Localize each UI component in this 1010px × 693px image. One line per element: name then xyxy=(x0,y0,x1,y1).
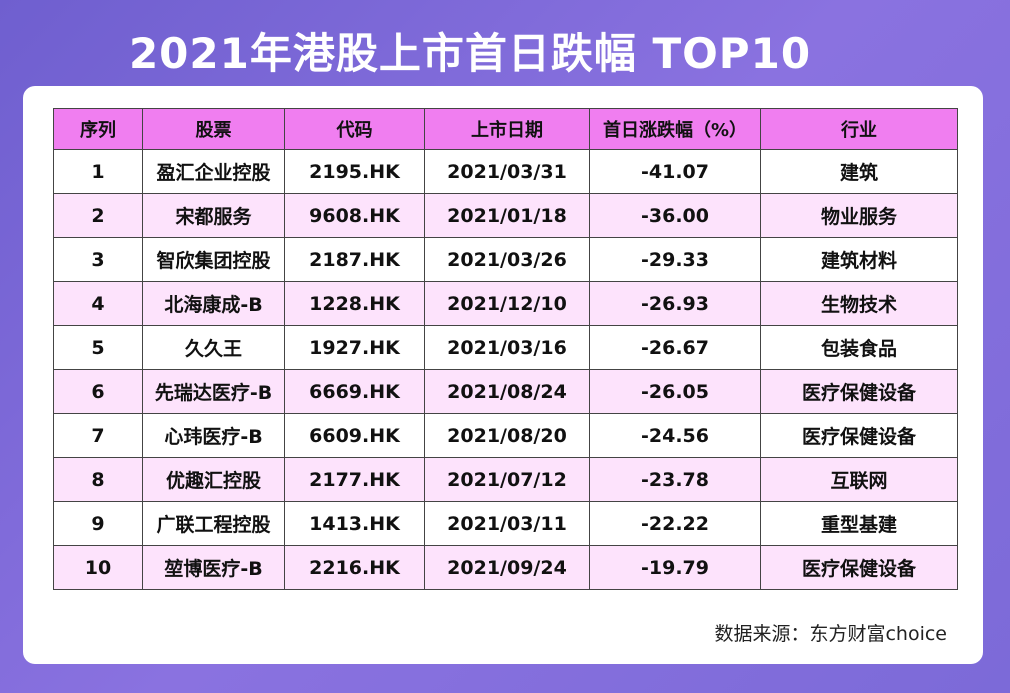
ranking-table: 序列 股票 代码 上市日期 首日涨跌幅（%） 行业 1 盈汇企业控股 2195.HK 2021/… xyxy=(53,108,958,590)
table-cell: 宋都服务 xyxy=(142,193,285,238)
table-cell: 1413.HK xyxy=(284,501,425,546)
column-header: 股票 xyxy=(142,108,285,150)
table-cell: 优趣汇控股 xyxy=(142,457,285,502)
table-cell: 堃博医疗-B xyxy=(142,545,285,590)
table-cell: 广联工程控股 xyxy=(142,501,285,546)
table-cell: 盈汇企业控股 xyxy=(142,149,285,194)
table-cell: 2021/03/11 xyxy=(424,501,590,546)
table-cell: -26.93 xyxy=(589,281,761,326)
table-cell: 1927.HK xyxy=(284,325,425,370)
table-cell: 智欣集团控股 xyxy=(142,237,285,282)
table-cell: -26.05 xyxy=(589,369,761,414)
table-row: 5 久久王 1927.HK 2021/03/16 -26.67 包装食品 xyxy=(53,325,958,370)
table-cell: 2021/01/18 xyxy=(424,193,590,238)
table-cell: -23.78 xyxy=(589,457,761,502)
column-header: 行业 xyxy=(760,108,958,150)
column-header: 序列 xyxy=(53,108,143,150)
table-cell: 5 xyxy=(53,325,143,370)
table-cell: 医疗保健设备 xyxy=(760,413,958,458)
table-cell: 7 xyxy=(53,413,143,458)
table-row: 9 广联工程控股 1413.HK 2021/03/11 -22.22 重型基建 xyxy=(53,501,958,546)
table-cell: 6 xyxy=(53,369,143,414)
table-cell: 2187.HK xyxy=(284,237,425,282)
table-row: 2 宋都服务 9608.HK 2021/01/18 -36.00 物业服务 xyxy=(53,193,958,238)
table-row: 1 盈汇企业控股 2195.HK 2021/03/31 -41.07 建筑 xyxy=(53,149,958,194)
table-cell: 2021/03/16 xyxy=(424,325,590,370)
table-cell: -19.79 xyxy=(589,545,761,590)
table-cell: 北海康成-B xyxy=(142,281,285,326)
table-cell: 医疗保健设备 xyxy=(760,545,958,590)
table-cell: 2021/09/24 xyxy=(424,545,590,590)
table-cell: 2 xyxy=(53,193,143,238)
table-cell: 9 xyxy=(53,501,143,546)
table-cell: 2021/12/10 xyxy=(424,281,590,326)
table-cell: 2216.HK xyxy=(284,545,425,590)
table-cell: 重型基建 xyxy=(760,501,958,546)
table-cell: 生物技术 xyxy=(760,281,958,326)
table-row: 3 智欣集团控股 2187.HK 2021/03/26 -29.33 建筑材料 xyxy=(53,237,958,282)
table-cell: -26.67 xyxy=(589,325,761,370)
table-cell: -41.07 xyxy=(589,149,761,194)
table-cell: 包装食品 xyxy=(760,325,958,370)
table-cell: 建筑材料 xyxy=(760,237,958,282)
column-header: 首日涨跌幅（%） xyxy=(589,108,761,150)
table-cell: 2021/08/24 xyxy=(424,369,590,414)
table-cell: 1228.HK xyxy=(284,281,425,326)
table-cell: 2021/03/26 xyxy=(424,237,590,282)
table-cell: 9608.HK xyxy=(284,193,425,238)
table-cell: 医疗保健设备 xyxy=(760,369,958,414)
table-cell: 心玮医疗-B xyxy=(142,413,285,458)
data-source-note: 数据来源：东方财富choice xyxy=(714,623,947,645)
table-cell: 2177.HK xyxy=(284,457,425,502)
table-row: 10 堃博医疗-B 2216.HK 2021/09/24 -19.79 医疗保健设备 xyxy=(53,545,958,590)
table-cell: 互联网 xyxy=(760,457,958,502)
table-row: 4 北海康成-B 1228.HK 2021/12/10 -26.93 生物技术 xyxy=(53,281,958,326)
table-row: 7 心玮医疗-B 6609.HK 2021/08/20 -24.56 医疗保健设备 xyxy=(53,413,958,458)
table-cell: 2021/07/12 xyxy=(424,457,590,502)
table-cell: 8 xyxy=(53,457,143,502)
table-cell: -22.22 xyxy=(589,501,761,546)
table-cell: 2021/03/31 xyxy=(424,149,590,194)
table-body: 1 盈汇企业控股 2195.HK 2021/03/31 -41.07 建筑 2 宋都服务 960… xyxy=(53,149,958,590)
table-cell: -29.33 xyxy=(589,237,761,282)
table-cell: 6609.HK xyxy=(284,413,425,458)
page-title: 2021年港股上市首日跌幅 TOP10 xyxy=(128,29,812,78)
table-header-row: 序列 股票 代码 上市日期 首日涨跌幅（%） 行业 xyxy=(53,108,958,150)
column-header: 上市日期 xyxy=(424,108,590,150)
table-cell: 6669.HK xyxy=(284,369,425,414)
table-cell: 10 xyxy=(53,545,143,590)
table-cell: 久久王 xyxy=(142,325,285,370)
table-cell: 2021/08/20 xyxy=(424,413,590,458)
table-cell: -24.56 xyxy=(589,413,761,458)
table-cell: 2195.HK xyxy=(284,149,425,194)
table-cell: 先瑞达医疗-B xyxy=(142,369,285,414)
table-cell: -36.00 xyxy=(589,193,761,238)
table-cell: 3 xyxy=(53,237,143,282)
table-row: 8 优趣汇控股 2177.HK 2021/07/12 -23.78 互联网 xyxy=(53,457,958,502)
table-cell: 4 xyxy=(53,281,143,326)
table-cell: 建筑 xyxy=(760,149,958,194)
table-cell: 1 xyxy=(53,149,143,194)
table-cell: 物业服务 xyxy=(760,193,958,238)
table-row: 6 先瑞达医疗-B 6669.HK 2021/08/24 -26.05 医疗保健设备 xyxy=(53,369,958,414)
column-header: 代码 xyxy=(284,108,425,150)
